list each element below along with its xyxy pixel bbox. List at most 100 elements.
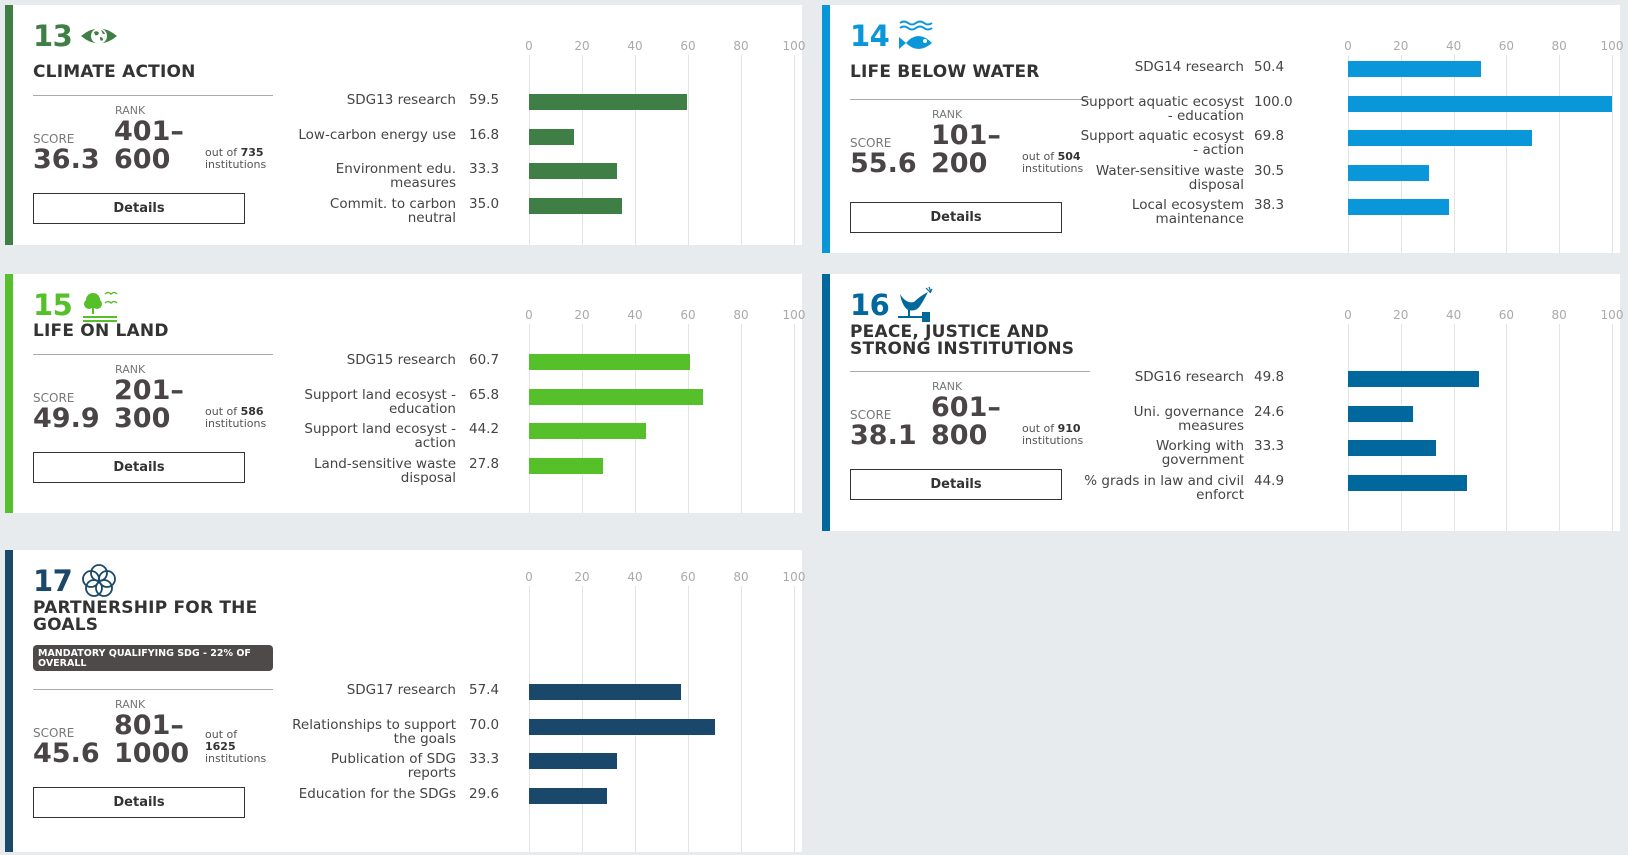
- bar: [529, 753, 618, 769]
- rank-range-end: 800: [931, 420, 988, 451]
- sdg-title-line2: GOALS: [33, 615, 99, 635]
- out-of-prefix: out of: [1022, 422, 1055, 435]
- bar: [529, 423, 647, 439]
- gridline: [1559, 55, 1561, 253]
- x-tick-label: 0: [1344, 39, 1352, 53]
- divider: [33, 354, 273, 355]
- x-tick-label: 100: [782, 39, 806, 53]
- gridline: [635, 55, 636, 245]
- sdg-title: CLIMATE ACTION: [33, 62, 196, 82]
- rank-label: RANK: [115, 363, 146, 376]
- rank-range-end: 200: [931, 148, 988, 179]
- rank-range-end: 300: [114, 403, 171, 434]
- score-value: 49.9: [33, 403, 100, 434]
- divider: [33, 689, 273, 690]
- institutions-label: institutions: [205, 752, 267, 765]
- details-button[interactable]: Details: [850, 202, 1062, 233]
- x-tick-label: 20: [574, 570, 590, 584]
- gridline: [529, 324, 530, 513]
- gridline: [529, 55, 530, 245]
- rank-range-start: 201–: [114, 375, 184, 406]
- x-tick-label: 100: [1600, 308, 1624, 322]
- bar: [529, 457, 603, 474]
- category-label: Publication of SDG reports: [330, 751, 456, 781]
- gridline: [1612, 55, 1613, 253]
- x-tick-label: 20: [574, 308, 590, 322]
- out-of-prefix: out of: [205, 405, 238, 418]
- institutions-label: institutions: [205, 158, 267, 171]
- x-tick-label: 40: [1445, 308, 1462, 322]
- score-label: SCORE: [850, 408, 892, 422]
- sdg-number: 15: [33, 288, 73, 322]
- out-of-prefix: out of: [1022, 150, 1055, 163]
- bar: [1348, 474, 1467, 491]
- score-value: 55.6: [850, 148, 917, 179]
- x-tick-label: 100: [782, 570, 806, 584]
- institutions-label: institutions: [1022, 434, 1084, 447]
- value-label: 30.5: [1254, 162, 1285, 179]
- sdg-card-13: 13 CLIMATE ACTION RANK SCORE 401– 36.3 6…: [5, 5, 805, 245]
- divider: [850, 371, 1090, 372]
- out-of-institutions: out of 910 institutions: [1022, 423, 1083, 447]
- value-label: 33.3: [469, 751, 500, 767]
- x-tick-label: 20: [1393, 308, 1409, 322]
- sdg-number: 16: [850, 288, 890, 322]
- x-tick-label: 40: [627, 308, 643, 322]
- sdg-card-17: 17 PARTNERSHIP FOR THE GOALS MANDATORY Q…: [5, 550, 805, 852]
- mandatory-sdg-badge: MANDATORY QUALIFYING SDG - 22% OF OVERAL…: [33, 645, 273, 671]
- score-label: SCORE: [33, 726, 75, 740]
- institution-count: 910: [1057, 422, 1081, 435]
- bar: [529, 354, 690, 370]
- category-label: Support land ecosyst - education: [304, 386, 456, 417]
- institution-count: 1625: [205, 740, 236, 753]
- details-button[interactable]: Details: [33, 452, 245, 483]
- score-label: SCORE: [33, 132, 75, 146]
- rank-range-start: 801–: [114, 710, 184, 741]
- sdg-title-line1: PARTNERSHIP FOR THE: [33, 598, 258, 618]
- sdg-card-16: 16 PEACE, JUSTICE AND STRONG INSTITUTION…: [822, 274, 1623, 531]
- value-label: 60.7: [469, 352, 500, 368]
- sdg-number: 17: [33, 564, 73, 598]
- category-label: Local ecosystem maintenance: [1131, 197, 1244, 227]
- bar: [1348, 199, 1450, 215]
- gridline: [1506, 55, 1508, 253]
- category-label: Land-sensitive waste disposal: [313, 455, 456, 486]
- x-tick-label: 60: [1498, 308, 1515, 322]
- category-label: Support aquatic ecosyst - action: [1080, 128, 1244, 158]
- gridline: [741, 324, 742, 513]
- details-button[interactable]: Details: [33, 193, 245, 224]
- out-of-institutions: out of 1625 institutions: [205, 729, 266, 765]
- category-label: Support aquatic ecosyst - education: [1080, 93, 1244, 124]
- x-tick-label: 40: [627, 39, 643, 53]
- gridline: [794, 55, 795, 245]
- eye-globe-icon: [81, 28, 117, 44]
- category-label: Education for the SDGs: [298, 785, 456, 802]
- x-tick-label: 80: [1551, 39, 1567, 53]
- rank-label: RANK: [932, 380, 963, 393]
- gridline: [741, 586, 742, 852]
- gridline: [1612, 324, 1613, 531]
- sdg-title: LIFE BELOW WATER: [850, 62, 1040, 82]
- bar: [529, 197, 622, 214]
- details-button[interactable]: Details: [33, 787, 245, 818]
- divider: [850, 99, 1090, 100]
- bar: [1348, 95, 1612, 112]
- bar: [1348, 130, 1533, 146]
- bar: [529, 94, 687, 110]
- value-label: 59.5: [469, 92, 500, 108]
- rank-label: RANK: [115, 698, 146, 711]
- bar: [1348, 61, 1482, 77]
- out-of-institutions: out of 586 institutions: [205, 406, 266, 430]
- gridline: [1453, 324, 1455, 531]
- gridline: [1348, 55, 1349, 253]
- details-button[interactable]: Details: [850, 469, 1062, 500]
- institutions-label: institutions: [205, 417, 267, 430]
- gridline: [1400, 55, 1402, 253]
- category-label: Uni. governance measures: [1133, 403, 1244, 434]
- institution-count: 504: [1057, 150, 1081, 163]
- rank-label: RANK: [932, 108, 963, 121]
- rank-range-end: 600: [114, 144, 171, 175]
- bar: [529, 718, 715, 735]
- x-tick-label: 60: [680, 308, 696, 322]
- x-tick-label: 80: [733, 570, 749, 584]
